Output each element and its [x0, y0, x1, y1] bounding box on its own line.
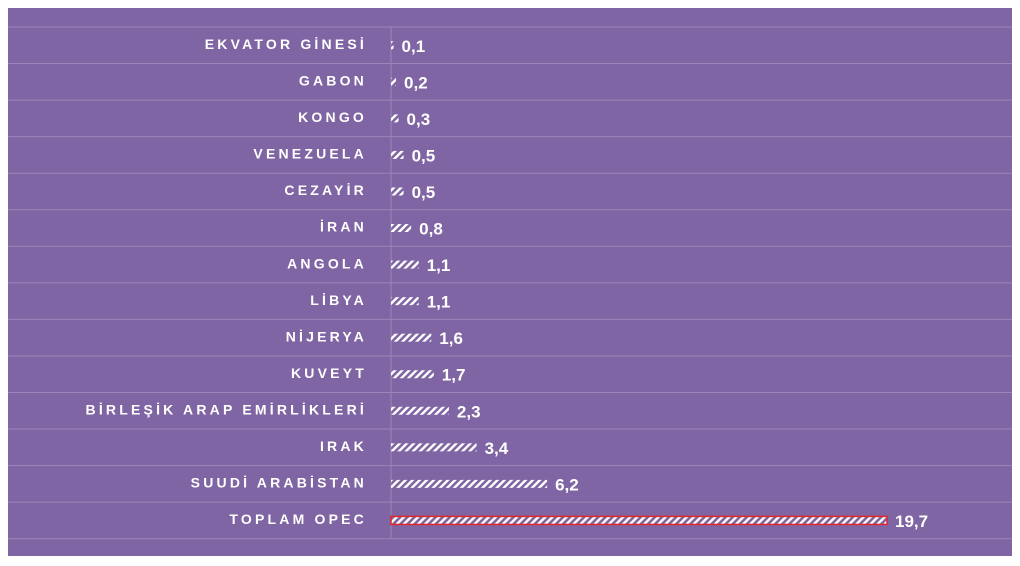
category-label: CEZAYİR: [284, 182, 367, 198]
bar: [391, 333, 432, 342]
category-label: KONGO: [298, 109, 367, 125]
value-label: 3,4: [485, 439, 509, 458]
category-label: EKVATOR GİNESİ: [205, 36, 367, 52]
category-label: GABON: [299, 73, 367, 89]
bar: [391, 41, 394, 50]
category-label: İRAN: [320, 219, 367, 235]
value-label: 6,2: [555, 475, 579, 494]
category-label: IRAK: [320, 438, 367, 454]
category-label: NİJERYA: [286, 328, 367, 344]
category-label: BİRLEŞİK ARAP EMİRLİKLERİ: [86, 401, 367, 417]
bar: [391, 260, 419, 269]
value-label: 1,7: [442, 366, 466, 385]
bar: [391, 77, 397, 86]
bar: [391, 297, 419, 306]
bar: [391, 224, 412, 233]
bar: [391, 479, 548, 488]
value-label: 0,3: [407, 110, 431, 129]
category-label: KUVEYT: [291, 365, 367, 381]
bar: [391, 187, 404, 196]
bar: [391, 150, 404, 159]
category-label: VENEZUELA: [253, 146, 367, 162]
value-label: 0,5: [412, 146, 436, 165]
chart-background: [8, 8, 1012, 556]
bar: [391, 406, 449, 415]
value-label: 0,5: [412, 183, 436, 202]
category-label: TOPLAM OPEC: [229, 511, 367, 527]
value-label: 0,8: [419, 220, 443, 239]
value-label: 0,2: [404, 73, 428, 92]
value-label: 1,1: [427, 293, 451, 312]
value-label: 19,7: [895, 512, 928, 531]
category-label: LİBYA: [310, 292, 367, 308]
value-label: 1,6: [439, 329, 463, 348]
value-label: 1,1: [427, 256, 451, 275]
category-label: ANGOLA: [287, 255, 367, 271]
bar: [391, 114, 399, 123]
bar: [390, 515, 888, 526]
bar: [391, 443, 477, 452]
bar: [391, 370, 434, 379]
value-label: 2,3: [457, 402, 481, 421]
value-label: 0,1: [402, 37, 426, 56]
category-label: SUUDİ ARABİSTAN: [191, 475, 367, 491]
